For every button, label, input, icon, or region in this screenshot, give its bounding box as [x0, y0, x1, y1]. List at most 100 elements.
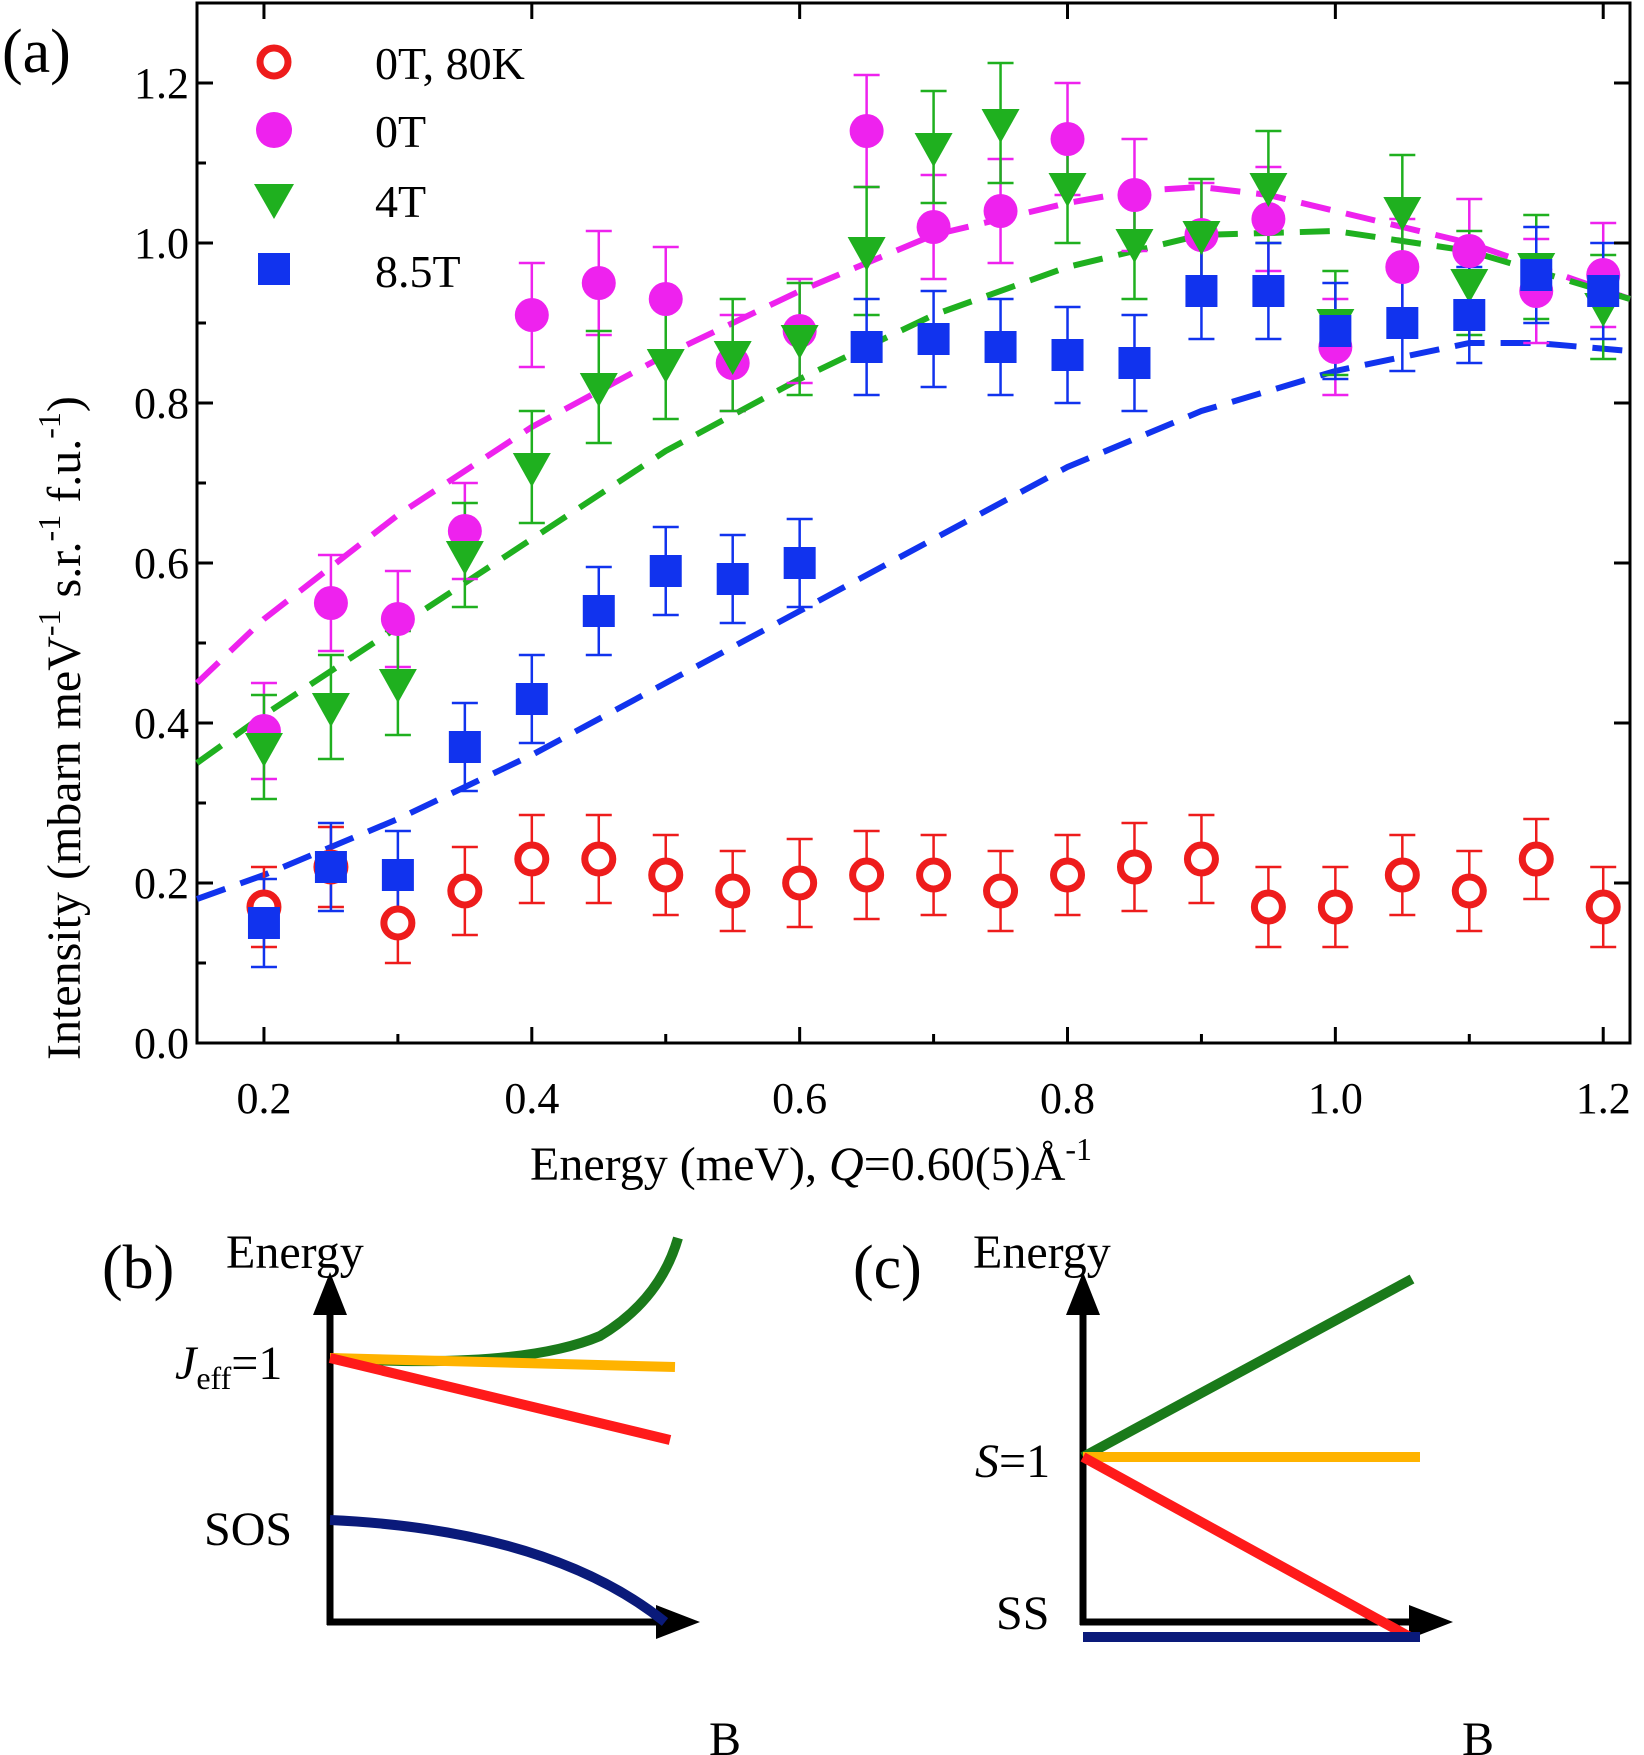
point-0T: [648, 282, 683, 316]
point-4T: [713, 341, 752, 375]
legend-label-8.5T: 8.5T: [375, 246, 461, 297]
point-0T-80K: [782, 865, 818, 901]
point-0T: [447, 514, 482, 548]
y-tick-label: 0.6: [134, 539, 189, 588]
energy-label-b: Energy: [226, 1226, 364, 1279]
panel-label-a: (a): [2, 18, 71, 86]
point-0T-80K: [715, 873, 751, 909]
point-0T: [916, 210, 951, 244]
point-0T-80K: [1518, 841, 1554, 877]
point-4T: [646, 349, 685, 383]
point-0T-80K: [849, 857, 885, 893]
legend: 0T, 80K 0T 4T 8.5T: [254, 38, 525, 297]
sos-label: SOS: [204, 1503, 292, 1556]
point-8.5T: [1453, 299, 1486, 331]
y-tick-label: 1.2: [134, 59, 189, 108]
point-4T: [1450, 269, 1489, 303]
point-0T-80K: [514, 841, 550, 877]
point-8.5T: [515, 683, 548, 715]
point-0T-80K: [1116, 849, 1152, 885]
point-8.5T: [448, 731, 481, 763]
legend-label-4T: 4T: [375, 176, 426, 227]
panel-label-b: (b): [102, 1234, 174, 1302]
point-8.5T: [716, 563, 749, 595]
point-0T: [849, 114, 884, 148]
point-4T: [1115, 229, 1154, 263]
energy-label-c: Energy: [973, 1226, 1111, 1279]
point-8.5T: [917, 323, 950, 355]
point-0T-80K: [581, 841, 617, 877]
x-tick-label: 1.2: [1576, 1074, 1631, 1123]
point-8.5T: [649, 555, 682, 587]
legend-marker-0T-80K: [256, 44, 292, 80]
x-tick-label: 0.4: [504, 1074, 559, 1123]
legend-marker-4T: [254, 184, 294, 219]
legend-marker-0T: [256, 112, 292, 148]
y-axis-label: Intensity (mbarn meV-1 s.r.-1 f.u.-1): [31, 396, 91, 1060]
tick-labels: 0.2 0.4 0.6 0.8 1.0 1.2 0.0 0.2 0.4 0.6 0.8 1.0 1.2: [134, 59, 1631, 1123]
s1-label: S=1: [975, 1435, 1050, 1488]
energy-arrow-b: [313, 1272, 347, 1315]
point-8.5T: [247, 907, 280, 939]
x-tick-label: 0.8: [1040, 1074, 1095, 1123]
point-4T: [1182, 221, 1221, 255]
point-0T: [1251, 202, 1286, 236]
b-label-b: B: [709, 1713, 741, 1755]
ss-label: SS: [996, 1587, 1049, 1640]
level-b-navy: [329, 1515, 669, 1626]
point-8.5T: [783, 547, 816, 579]
point-0T: [1050, 122, 1085, 156]
level-c-red: [1080, 1452, 1413, 1642]
point-0T: [1452, 234, 1487, 268]
point-4T: [847, 237, 886, 271]
diagram-b: (b) Energy B Jeff=1 SOS: [102, 1226, 741, 1755]
level-b-green: [329, 1236, 683, 1367]
point-0T-80K: [1050, 857, 1086, 893]
point-4T: [445, 541, 484, 575]
point-8.5T: [582, 595, 615, 627]
b-label-c: B: [1462, 1713, 1494, 1755]
point-4T: [512, 453, 551, 487]
data-points: [244, 109, 1623, 941]
axis-ticks: [197, 1, 1630, 1045]
point-8.5T: [1386, 307, 1419, 339]
point-0T-80K: [380, 905, 416, 941]
chart-a: 0.2 0.4 0.6 0.8 1.0 1.20.00.20.40.60.81.01.2 …: [31, 1, 1632, 1191]
point-0T-80K: [447, 873, 483, 909]
point-8.5T: [1319, 315, 1352, 347]
b-arrow-c: [1409, 1605, 1453, 1639]
y-tick-label: 0.0: [134, 1019, 189, 1068]
point-4T: [1383, 197, 1422, 231]
point-8.5T: [381, 859, 414, 891]
point-0T-80K: [1250, 889, 1286, 925]
energy-arrow-c: [1066, 1272, 1100, 1315]
x-tick-label: 0.6: [772, 1074, 827, 1123]
point-0T: [1385, 250, 1420, 284]
level-c-green: [1080, 1274, 1415, 1462]
point-8.5T: [850, 331, 883, 363]
y-tick-label: 0.2: [134, 859, 189, 908]
point-8.5T: [314, 851, 347, 883]
point-4T: [780, 325, 819, 359]
point-4T: [914, 133, 953, 167]
point-4T: [378, 669, 417, 703]
point-0T-80K: [1585, 889, 1621, 925]
x-tick-label: 0.2: [236, 1074, 291, 1123]
point-0T: [983, 194, 1018, 228]
point-0T: [313, 586, 348, 620]
y-tick-label: 0.8: [134, 379, 189, 428]
point-0T-80K: [1317, 889, 1353, 925]
point-8.5T: [1520, 259, 1553, 291]
point-4T: [311, 693, 350, 727]
point-8.5T: [1118, 347, 1151, 379]
y-tick-label: 0.4: [134, 699, 189, 748]
point-0T: [514, 298, 549, 332]
point-0T: [1117, 178, 1152, 212]
panel-label-c: (c): [853, 1234, 922, 1302]
point-0T-80K: [1451, 873, 1487, 909]
point-4T: [579, 373, 618, 407]
diagram-c: (c) Energy B S=1 SS: [853, 1226, 1494, 1755]
level-b-orange: [329, 1353, 676, 1372]
jeff-label: Jeff=1: [175, 1337, 282, 1396]
